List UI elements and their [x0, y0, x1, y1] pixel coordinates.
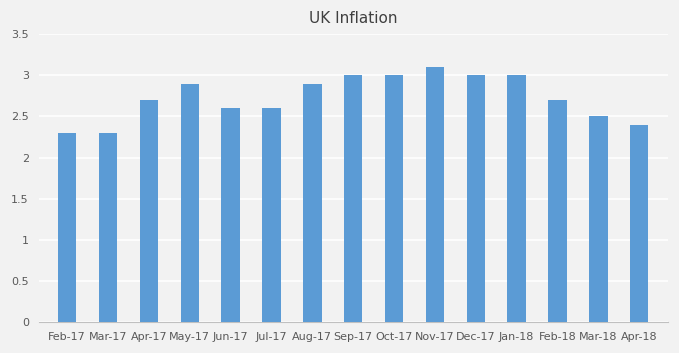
Bar [140, 100, 158, 322]
Bar [344, 75, 363, 322]
Bar [426, 67, 444, 322]
Bar [304, 84, 322, 322]
Bar [99, 133, 117, 322]
Bar [507, 75, 526, 322]
Bar [589, 116, 608, 322]
Bar [221, 108, 240, 322]
Bar [181, 84, 199, 322]
Title: UK Inflation: UK Inflation [309, 11, 397, 26]
Bar [58, 133, 76, 322]
Bar [630, 125, 648, 322]
Bar [549, 100, 567, 322]
Bar [466, 75, 485, 322]
Bar [385, 75, 403, 322]
Bar [262, 108, 280, 322]
